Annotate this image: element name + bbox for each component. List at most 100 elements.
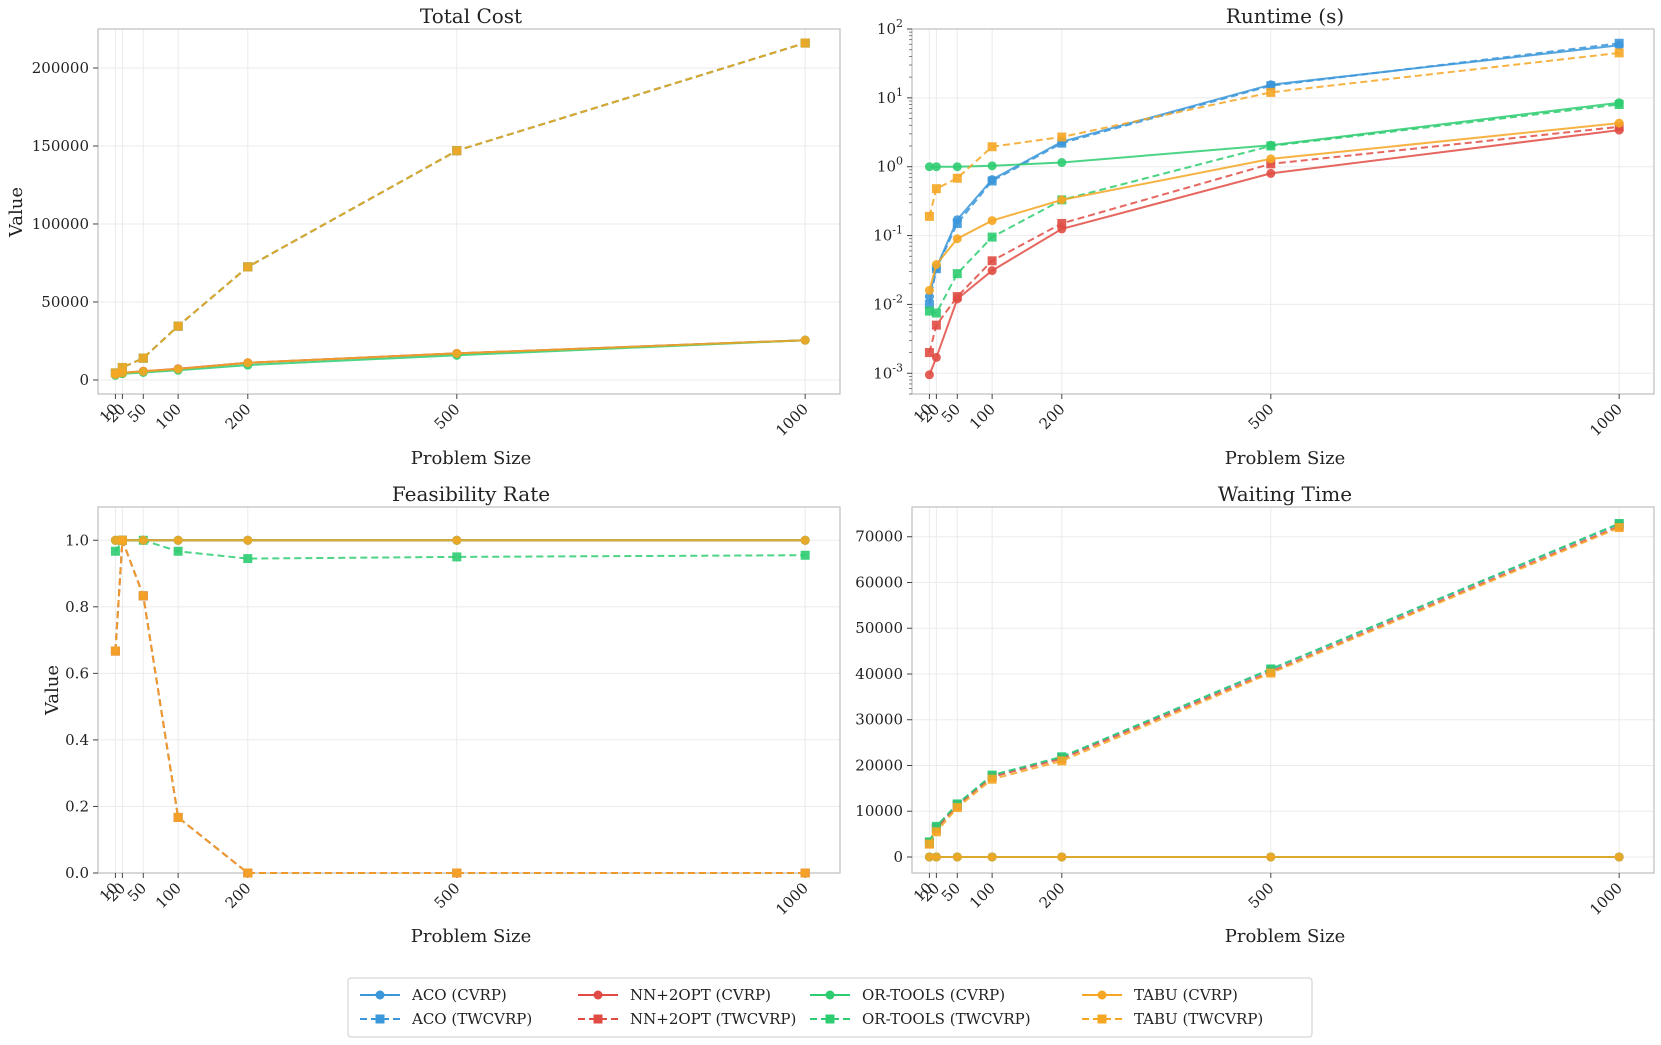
data-point	[924, 348, 934, 358]
legend-label: TABU (TWCVRP)	[1134, 1010, 1263, 1028]
legend-marker	[593, 1014, 603, 1024]
legend-marker	[1097, 990, 1107, 1000]
y-tick-label: 10-1	[873, 224, 903, 245]
data-point	[1266, 168, 1276, 178]
legend-label: NN+2OPT (CVRP)	[630, 986, 771, 1004]
data-point	[931, 852, 941, 862]
data-point	[924, 292, 934, 302]
data-point	[173, 812, 183, 822]
x-tick-label: 1000	[1586, 400, 1626, 440]
data-point	[117, 535, 127, 545]
legend-item: TABU (CVRP)	[1082, 986, 1238, 1004]
series-line	[114, 42, 806, 374]
data-point	[987, 852, 997, 862]
data-point	[931, 352, 941, 362]
data-point	[138, 366, 148, 376]
data-point	[452, 868, 462, 878]
plot-frame	[97, 28, 841, 395]
data-point	[987, 266, 997, 276]
data-point	[1266, 154, 1276, 164]
data-point	[1614, 100, 1624, 110]
data-point	[110, 646, 120, 656]
series-line	[114, 539, 806, 874]
legend-label: ACO (TWCVRP)	[411, 1010, 532, 1028]
subplot-title: Waiting Time	[1218, 482, 1352, 506]
data-point	[931, 184, 941, 194]
data-point	[800, 335, 810, 345]
data-point	[931, 320, 941, 330]
y-tick-label: 10000	[855, 802, 903, 820]
x-axis-label: Problem Size	[411, 926, 532, 947]
data-point	[1266, 852, 1276, 862]
y-tick-label: 70000	[855, 528, 903, 546]
data-point	[1614, 48, 1624, 58]
x-tick-label: 1000	[772, 400, 812, 440]
subplot-title: Total Cost	[420, 4, 522, 28]
data-point	[173, 321, 183, 331]
legend-marker	[593, 990, 603, 1000]
data-point	[987, 142, 997, 152]
data-point	[243, 554, 253, 564]
x-tick-label: 100	[966, 400, 999, 433]
y-tick-label: 100	[877, 155, 903, 176]
subplot-runtime: Runtime (s) Problem Size	[1225, 4, 1346, 469]
y-tick-label: 0.8	[65, 598, 89, 616]
x-tick-label: 200	[1036, 400, 1069, 433]
data-point	[1057, 756, 1067, 766]
data-point	[952, 269, 962, 279]
data-point	[243, 262, 253, 272]
y-tick-label: 1.0	[65, 531, 89, 549]
data-point	[1266, 81, 1276, 91]
legend-label: ACO (CVRP)	[411, 986, 507, 1004]
y-tick-label: 0	[893, 848, 903, 866]
legend-item: NN+2OPT (TWCVRP)	[578, 1010, 796, 1028]
data-point	[1614, 852, 1624, 862]
y-tick-label: 50000	[41, 293, 89, 311]
data-point	[243, 535, 253, 545]
data-point	[1057, 218, 1067, 228]
y-tick-label: 150000	[32, 137, 89, 155]
data-point	[243, 358, 253, 368]
data-point	[952, 852, 962, 862]
subplot-feasibility-rate: Feasibility Rate Value Problem Size	[42, 482, 550, 947]
legend-marker	[825, 1014, 835, 1024]
data-point	[1266, 141, 1276, 151]
legend-item: OR-TOOLS (CVRP)	[810, 986, 1005, 1004]
data-point	[987, 774, 997, 784]
y-axis-label: Value	[42, 665, 63, 716]
legend-label: OR-TOOLS (TWCVRP)	[862, 1010, 1031, 1028]
data-point	[117, 362, 127, 372]
legend-item: NN+2OPT (CVRP)	[578, 986, 771, 1004]
data-point	[987, 161, 997, 171]
data-point	[931, 162, 941, 172]
data-point	[800, 535, 810, 545]
x-tick-label: 50	[124, 879, 150, 905]
data-point	[173, 535, 183, 545]
x-tick-label: 200	[222, 879, 255, 912]
x-tick-label: 500	[1245, 400, 1278, 433]
y-tick-label: 0.4	[65, 731, 89, 749]
y-tick-label: 0.0	[65, 864, 89, 882]
legend-label: NN+2OPT (TWCVRP)	[630, 1010, 796, 1028]
data-point	[987, 256, 997, 266]
series-line	[928, 525, 1620, 844]
data-point	[800, 868, 810, 878]
x-axis-label: Problem Size	[1225, 926, 1346, 947]
data-point	[952, 162, 962, 172]
x-tick-label: 200	[1036, 879, 1069, 912]
data-point	[924, 306, 934, 316]
data-point	[1266, 159, 1276, 169]
data-point	[452, 552, 462, 562]
data-point	[952, 803, 962, 813]
data-point	[931, 308, 941, 318]
subplot-area: 0100002000030000400005000060000700001020…	[855, 506, 1655, 919]
series-line	[114, 42, 806, 374]
y-tick-label: 60000	[855, 573, 903, 591]
data-point	[452, 535, 462, 545]
y-tick-label: 0.2	[65, 797, 89, 815]
data-point	[952, 292, 962, 302]
legend-box	[347, 977, 1313, 1038]
x-tick-label: 1000	[1586, 879, 1626, 919]
